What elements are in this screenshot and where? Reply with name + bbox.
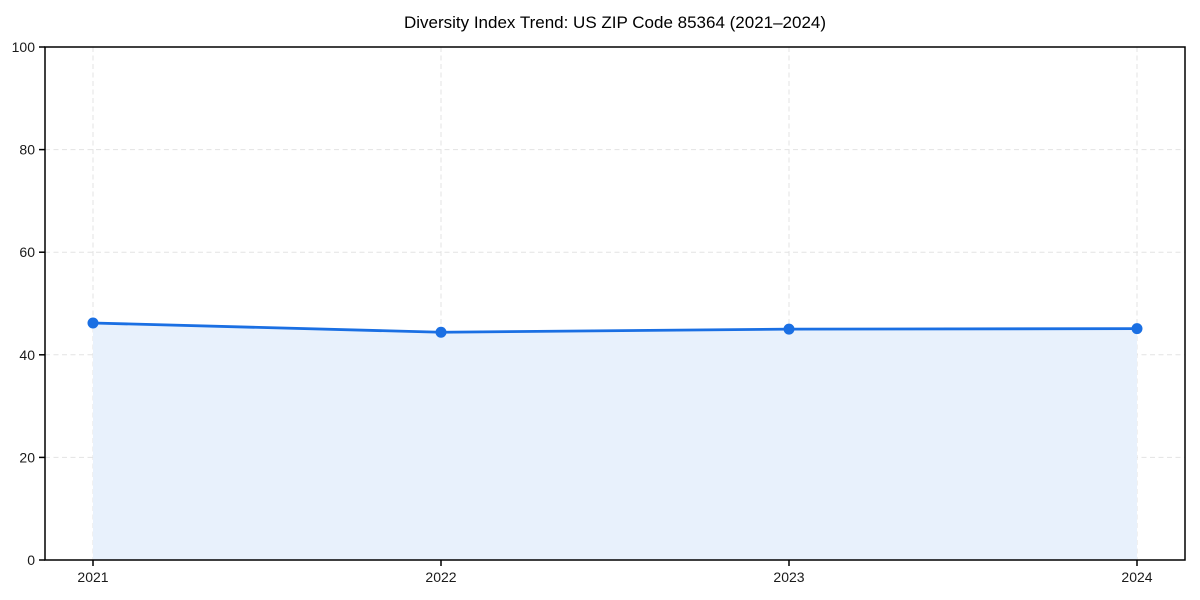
data-point-2021	[87, 317, 99, 329]
data-point-2023	[783, 323, 795, 335]
data-point-2022	[435, 326, 447, 338]
tick-labels: 0 20 40 60 80 100 2021 2022 2023 2024	[12, 39, 1153, 585]
y-tick-label: 100	[12, 39, 36, 55]
chart-title: Diversity Index Trend: US ZIP Code 85364…	[404, 13, 826, 32]
y-tick-label: 80	[19, 142, 35, 158]
x-tick-label: 2024	[1121, 569, 1152, 585]
tick-marks	[39, 46, 1138, 566]
plot-border	[44, 46, 1186, 561]
data-points	[87, 317, 1143, 338]
trend-line	[91, 321, 1139, 334]
area-fill	[93, 322, 1137, 560]
x-tick-label: 2023	[773, 569, 804, 585]
x-tick-label: 2021	[77, 569, 108, 585]
plot-area: 0 20 40 60 80 100 2021 2022 2023 2024	[12, 39, 1186, 585]
y-tick-label: 60	[19, 244, 35, 260]
data-point-2024	[1131, 323, 1143, 335]
y-tick-label: 20	[19, 449, 35, 465]
y-tick-label: 0	[27, 552, 35, 568]
y-tick-label: 40	[19, 347, 35, 363]
x-tick-label: 2022	[425, 569, 456, 585]
